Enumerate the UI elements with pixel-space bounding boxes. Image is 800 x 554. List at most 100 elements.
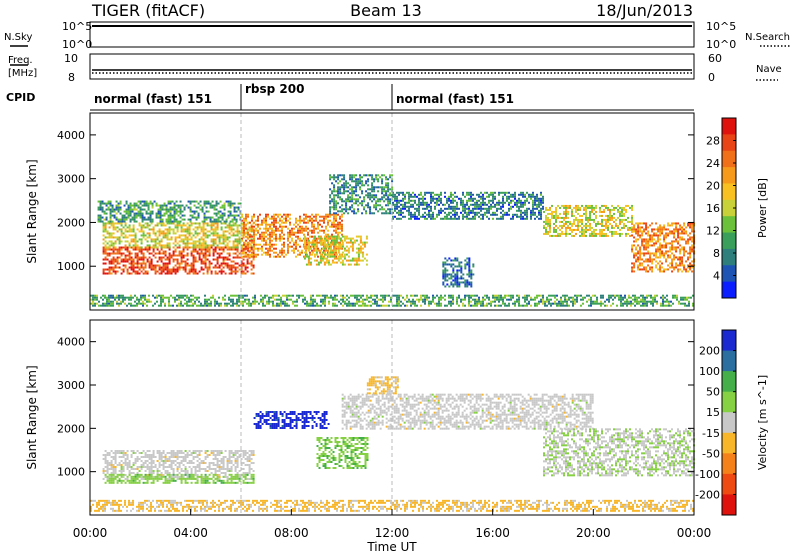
range-cell xyxy=(108,232,111,235)
range-cell xyxy=(195,206,198,209)
range-cell xyxy=(125,212,128,215)
range-cell xyxy=(176,268,179,271)
range-cell xyxy=(182,224,185,227)
range-cell xyxy=(414,195,416,198)
range-cell xyxy=(647,244,650,247)
range-cell xyxy=(141,218,144,221)
range-cell xyxy=(355,190,358,193)
range-cell xyxy=(636,298,638,301)
range-cell xyxy=(187,206,190,209)
range-cell xyxy=(619,222,621,225)
range-cell xyxy=(273,231,275,234)
range-cell xyxy=(639,250,642,253)
range-cell xyxy=(321,241,323,244)
range-cell xyxy=(166,264,169,267)
range-cell xyxy=(145,202,148,205)
range-cell xyxy=(559,216,561,219)
range-cell xyxy=(532,199,534,202)
range-cell xyxy=(229,200,232,203)
range-cell xyxy=(162,224,165,227)
range-cell xyxy=(203,204,206,207)
range-cell xyxy=(581,228,583,231)
range-cell xyxy=(250,234,253,237)
range-cell xyxy=(387,198,390,201)
range-cell xyxy=(219,214,222,217)
range-cell xyxy=(591,206,593,209)
range-cell xyxy=(381,178,384,181)
range-cell xyxy=(220,272,223,275)
range-cell xyxy=(184,264,187,267)
range-cell xyxy=(176,224,179,227)
range-cell xyxy=(238,252,241,255)
range-cell xyxy=(132,262,135,265)
range-cell xyxy=(269,253,271,256)
range-cell xyxy=(212,266,215,269)
range-cell xyxy=(243,247,245,250)
range-cell xyxy=(297,243,299,246)
range-cell xyxy=(625,232,627,235)
range-cell xyxy=(226,248,229,251)
range-cell xyxy=(247,215,249,218)
range-cell xyxy=(408,191,410,194)
range-cell xyxy=(180,266,183,269)
range-cell xyxy=(224,258,227,261)
range-cell xyxy=(299,221,301,224)
range-cell xyxy=(361,200,364,203)
range-cell xyxy=(281,249,283,252)
range-cell xyxy=(446,197,448,200)
range-cell xyxy=(681,246,684,249)
range-cell xyxy=(347,212,350,215)
range-cell xyxy=(161,208,164,211)
range-cell xyxy=(375,208,378,211)
range-cell xyxy=(649,240,652,243)
range-cell xyxy=(610,296,612,299)
range-cell xyxy=(215,200,218,203)
range-cell xyxy=(396,199,398,202)
range-cell xyxy=(530,217,532,220)
range-cell xyxy=(204,228,207,231)
range-cell xyxy=(173,220,176,223)
range-cell xyxy=(680,296,682,299)
range-cell xyxy=(432,211,434,214)
range-cell xyxy=(310,296,312,299)
range-cell xyxy=(651,240,654,243)
range-cell xyxy=(245,235,247,238)
range-cell xyxy=(226,236,229,239)
range-cell xyxy=(144,262,147,265)
range-cell xyxy=(534,211,536,214)
range-cell xyxy=(108,244,111,247)
range-cell xyxy=(494,197,496,200)
range-cell xyxy=(128,242,131,245)
range-cell xyxy=(566,294,568,297)
range-cell xyxy=(287,249,289,252)
range-cell xyxy=(418,199,420,202)
range-cell xyxy=(285,253,287,256)
range-cell xyxy=(250,264,253,267)
range-cell xyxy=(335,237,338,240)
range-cell xyxy=(273,251,275,254)
range-cell xyxy=(585,214,587,217)
range-cell xyxy=(657,250,660,253)
range-cell xyxy=(230,300,232,303)
range-cell xyxy=(426,296,428,299)
range-cell xyxy=(220,236,223,239)
range-cell xyxy=(102,224,105,227)
range-cell xyxy=(147,202,150,205)
range-cell xyxy=(190,252,193,255)
range-cell xyxy=(456,217,458,220)
range-cell xyxy=(265,247,267,250)
range-cell xyxy=(402,193,404,196)
range-cell xyxy=(116,226,119,229)
range-cell xyxy=(650,296,652,299)
range-cell xyxy=(133,208,136,211)
range-cell xyxy=(623,224,625,227)
range-cell xyxy=(119,200,122,203)
range-cell xyxy=(186,222,189,225)
range-cell xyxy=(337,255,340,258)
range-cell xyxy=(281,225,283,228)
range-cell xyxy=(641,268,644,271)
range-cell xyxy=(540,294,542,297)
range-cell xyxy=(180,250,183,253)
range-cell xyxy=(556,298,558,301)
range-cell xyxy=(685,226,688,229)
